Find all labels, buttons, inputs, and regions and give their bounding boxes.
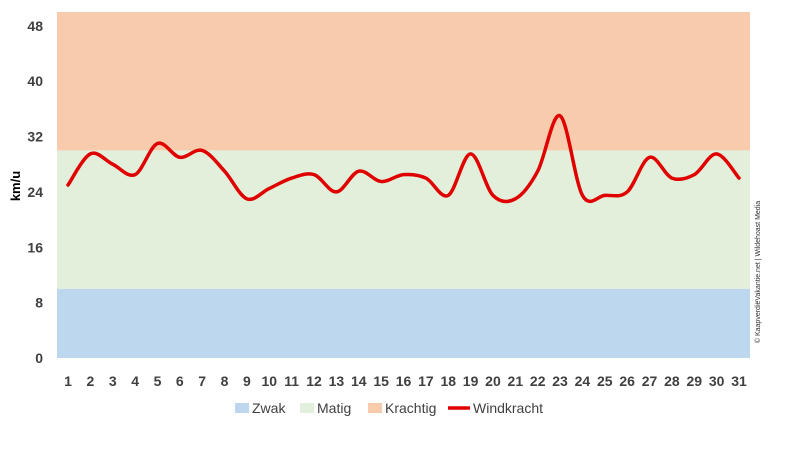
- x-tick-label: 26: [619, 373, 635, 389]
- x-axis-ticks: 1 2 3 4 5 6 7 8 9 10 11 12 13 14 15 16 17 18 19 20 21 22 23 24 2…: [64, 373, 747, 389]
- x-tick-label: 4: [131, 373, 139, 389]
- range-bands: [57, 12, 750, 358]
- y-axis-ticks: 0 8 16 24 32 40 48: [27, 18, 43, 366]
- x-tick-label: 14: [351, 373, 367, 389]
- band-krachtig: [57, 12, 750, 151]
- y-tick-label: 48: [27, 18, 43, 34]
- x-tick-label: 7: [198, 373, 206, 389]
- x-tick-label: 15: [373, 373, 389, 389]
- y-tick-label: 40: [27, 73, 43, 89]
- x-tick-label: 10: [262, 373, 278, 389]
- y-tick-label: 32: [27, 129, 43, 145]
- x-tick-label: 19: [463, 373, 479, 389]
- series-line-windkracht: [66, 114, 741, 204]
- x-tick-label: 18: [440, 373, 456, 389]
- y-tick-label: 24: [27, 184, 43, 200]
- band-matig: [57, 150, 750, 289]
- x-tick-label: 20: [485, 373, 501, 389]
- x-tick-label: 23: [552, 373, 568, 389]
- legend-swatch-krachtig: [368, 403, 382, 413]
- x-tick-label: 9: [243, 373, 251, 389]
- x-tick-label: 28: [664, 373, 680, 389]
- x-tick-label: 3: [109, 373, 117, 389]
- y-tick-label: 16: [27, 239, 43, 255]
- x-tick-label: 17: [418, 373, 434, 389]
- legend-label: Windkracht: [473, 400, 543, 416]
- x-tick-label: 25: [597, 373, 613, 389]
- legend-label: Zwak: [252, 400, 286, 416]
- x-tick-label: 27: [642, 373, 658, 389]
- x-tick-label: 11: [284, 373, 299, 389]
- band-zwak: [57, 288, 750, 358]
- x-tick-label: 6: [176, 373, 184, 389]
- x-tick-label: 24: [575, 373, 591, 389]
- y-tick-label: 8: [35, 295, 43, 311]
- y-tick-label: 0: [35, 350, 43, 366]
- legend-label: Krachtig: [385, 400, 436, 416]
- x-tick-label: 5: [154, 373, 162, 389]
- x-tick-label: 16: [396, 373, 412, 389]
- series-layer: [66, 114, 741, 204]
- x-tick-label: 12: [306, 373, 322, 389]
- x-tick-label: 1: [64, 373, 72, 389]
- legend: Zwak Matig Krachtig Windkracht: [235, 400, 543, 416]
- x-tick-label: 30: [709, 373, 725, 389]
- x-tick-label: 22: [530, 373, 546, 389]
- legend-label: Matig: [317, 400, 351, 416]
- x-tick-label: 31: [731, 373, 747, 389]
- x-tick-label: 21: [508, 373, 524, 389]
- y-axis-label: km/u: [8, 171, 23, 201]
- legend-swatch-matig: [300, 403, 314, 413]
- copyright-credit: © KaapverdiëVakantie.net | Wildehoast Me…: [754, 201, 762, 343]
- x-tick-label: 2: [86, 373, 94, 389]
- x-tick-label: 8: [221, 373, 229, 389]
- x-tick-label: 13: [329, 373, 345, 389]
- x-tick-label: 29: [686, 373, 702, 389]
- legend-swatch-zwak: [235, 403, 249, 413]
